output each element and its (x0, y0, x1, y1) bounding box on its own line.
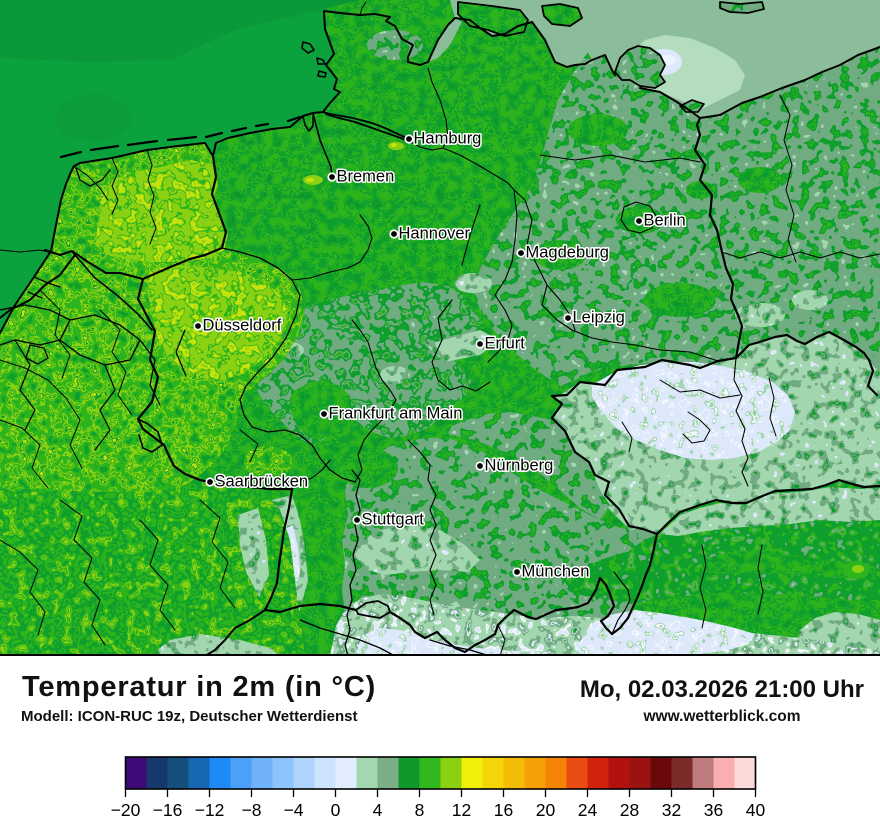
svg-text:−16: −16 (153, 800, 183, 820)
svg-text:28: 28 (620, 800, 639, 820)
svg-text:Hannover: Hannover (399, 225, 471, 243)
svg-text:Düsseldorf: Düsseldorf (203, 317, 282, 335)
svg-text:24: 24 (578, 800, 598, 820)
svg-text:8: 8 (415, 800, 425, 820)
svg-text:Saarbrücken: Saarbrücken (215, 473, 309, 491)
svg-text:−8: −8 (242, 800, 262, 820)
svg-text:−4: −4 (284, 800, 304, 820)
svg-text:Bremen: Bremen (337, 168, 395, 186)
svg-text:12: 12 (452, 800, 471, 820)
svg-text:Leipzig: Leipzig (573, 309, 625, 327)
svg-text:Frankfurt am Main: Frankfurt am Main (329, 405, 463, 423)
svg-text:Berlin: Berlin (644, 212, 686, 230)
svg-text:München: München (522, 563, 590, 581)
svg-text:16: 16 (494, 800, 513, 820)
svg-text:36: 36 (704, 800, 723, 820)
svg-text:Nürnberg: Nürnberg (485, 457, 554, 475)
svg-text:0: 0 (331, 800, 341, 820)
svg-text:32: 32 (662, 800, 681, 820)
svg-text:Erfurt: Erfurt (485, 335, 526, 353)
svg-text:−20: −20 (111, 800, 141, 820)
svg-text:Hamburg: Hamburg (414, 130, 482, 148)
svg-text:Stuttgart: Stuttgart (362, 511, 425, 529)
svg-text:−12: −12 (195, 800, 225, 820)
svg-text:4: 4 (373, 800, 383, 820)
svg-text:40: 40 (746, 800, 766, 820)
svg-text:20: 20 (536, 800, 556, 820)
svg-text:Magdeburg: Magdeburg (526, 244, 609, 262)
